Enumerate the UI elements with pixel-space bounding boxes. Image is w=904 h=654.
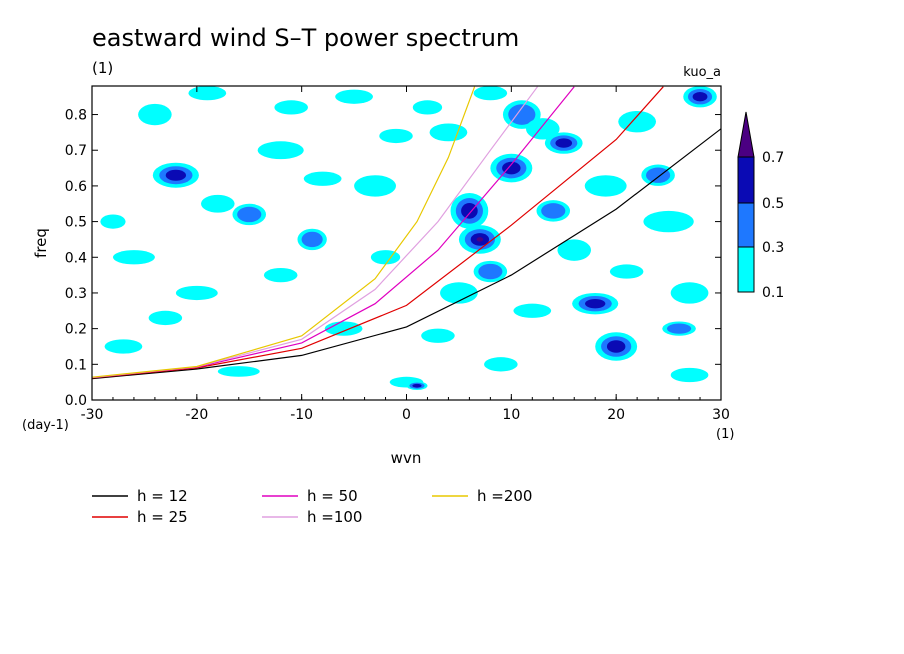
contour-blob-1-level-0: [138, 103, 172, 126]
contour-blob-4-level-0: [201, 194, 235, 213]
y-tick-label: 0.6: [65, 179, 87, 195]
x-tick-label: -10: [290, 407, 313, 423]
contour-blob-35-level-0: [513, 303, 552, 318]
colorbar-swatch: [737, 246, 755, 293]
y-tick-label: 0.2: [65, 322, 87, 338]
chart-subtitle-right: kuo_a: [683, 65, 721, 80]
contour-blob-11-level-0: [412, 100, 443, 115]
contour-blob-40-level-0: [148, 310, 183, 326]
chart-title: eastward wind S–T power spectrum: [92, 24, 519, 52]
y-tick-label: 0.7: [65, 143, 87, 159]
contour-blob-32-level-0: [104, 339, 143, 354]
y-tick-label: 0.3: [65, 286, 87, 302]
contour-blob-42-level-0: [584, 175, 627, 197]
contour-blob-5-level-1: [237, 206, 262, 223]
x-tick-label: 10: [502, 407, 520, 423]
colorbar: 0.1 0.3 0.5 0.7: [737, 111, 784, 301]
colorbar-label: 0.7: [762, 150, 784, 166]
contour-blob-25-level-2: [692, 91, 708, 102]
curve-h-25: [92, 86, 664, 379]
y-tick-label: 0.4: [65, 250, 87, 266]
contour-blob-21-level-2: [606, 340, 626, 353]
x-unit-label: (1): [716, 427, 734, 442]
x-tick-label: -30: [81, 407, 104, 423]
contour-blob-19-level-2: [555, 138, 573, 148]
contour-blob-14-level-3: [476, 237, 484, 242]
contour-blob-6-level-0: [257, 141, 304, 160]
colorbar-swatch: [737, 202, 755, 248]
chart-subtitle-left: (1): [92, 59, 113, 77]
contour-blob-46-level-0: [609, 264, 644, 279]
contour-blob-10-level-0: [379, 128, 413, 144]
contour-blob-12-level-0: [440, 282, 478, 304]
contour-blob-24-level-0: [670, 282, 709, 304]
legend: h = 12 h = 25 h = 50 h =100 h =200: [92, 487, 532, 526]
contour-blob-20-level-2: [585, 298, 606, 309]
contour-blob-44-level-0: [429, 123, 468, 142]
contour-blob-0-level-0: [100, 214, 126, 229]
contour-blob-7-level-1: [301, 231, 323, 248]
y-unit-label: (day-1): [22, 418, 69, 433]
contour-blob-17-level-1: [508, 104, 536, 125]
y-axis-label: freq: [32, 228, 50, 258]
contour-blob-2-level-2: [165, 169, 187, 181]
colorbar-swatch: [737, 156, 755, 204]
y-tick-label: 0.8: [65, 108, 87, 124]
contour-blob-13-level-2: [461, 203, 478, 219]
contour-blob-49-level-1: [666, 323, 692, 334]
contour-blob-8-level-0: [335, 89, 373, 104]
contour-blob-15-level-1: [478, 263, 503, 280]
contour-blob-3-level-0: [112, 250, 155, 265]
legend-label: h =100: [307, 508, 362, 526]
contour-blob-33-level-0: [217, 366, 260, 377]
curve-h-200: [92, 86, 476, 378]
contour-blob-45-level-0: [188, 86, 227, 101]
colorbar-label: 0.3: [762, 240, 784, 256]
curve-h-12: [92, 128, 721, 380]
contour-blob-9-level-0: [354, 175, 397, 197]
contour-blob-43-level-0: [370, 250, 401, 265]
x-tick-label: 0: [402, 407, 411, 423]
y-tick-label: 0.0: [65, 393, 87, 409]
contour-blob-22-level-0: [618, 110, 657, 133]
colorbar-arrow: [737, 111, 755, 158]
x-tick-label: -20: [185, 407, 208, 423]
contour-blob-38-level-0: [484, 357, 518, 372]
contour-blob-41-level-1: [541, 203, 566, 219]
contour-blob-23-level-0: [643, 210, 694, 233]
contour-blob-48-level-0: [473, 86, 508, 101]
dispersion-curves: [92, 86, 721, 380]
contour-blob-27-level-0: [263, 267, 298, 283]
contour-blob-31-level-0: [421, 328, 455, 343]
x-tick-label: 20: [607, 407, 625, 423]
contour-blob-18-level-0: [526, 118, 560, 140]
contour-blob-47-level-0: [274, 100, 308, 115]
contour-blob-30-level-2: [412, 383, 422, 388]
contour-blob-16-level-2: [502, 161, 521, 175]
y-tick-label: 0.5: [65, 215, 87, 231]
contour-fill-layer: [100, 86, 717, 391]
contour-blob-37-level-0: [303, 171, 342, 186]
x-axis-label: wvn: [391, 449, 422, 467]
colorbar-label: 0.1: [762, 285, 784, 301]
axes: -30 -20 -10 0 10 20 30 0.0 0.1 0.2 0.3 0.4 0.5 0.6 0.7…: [65, 86, 730, 423]
contour-blob-26-level-0: [175, 285, 218, 301]
legend-label: h = 25: [137, 508, 188, 526]
legend-label: h = 50: [307, 487, 358, 505]
legend-label: h =200: [477, 487, 532, 505]
x-tick-label: 30: [712, 407, 730, 423]
contour-blob-34-level-0: [557, 239, 592, 261]
contour-blob-28-level-0: [324, 321, 363, 336]
y-tick-label: 0.1: [65, 357, 87, 373]
contour-blob-36-level-1: [646, 167, 671, 183]
colorbar-label: 0.5: [762, 196, 784, 212]
legend-label: h = 12: [137, 487, 188, 505]
contour-blob-39-level-0: [670, 367, 709, 383]
